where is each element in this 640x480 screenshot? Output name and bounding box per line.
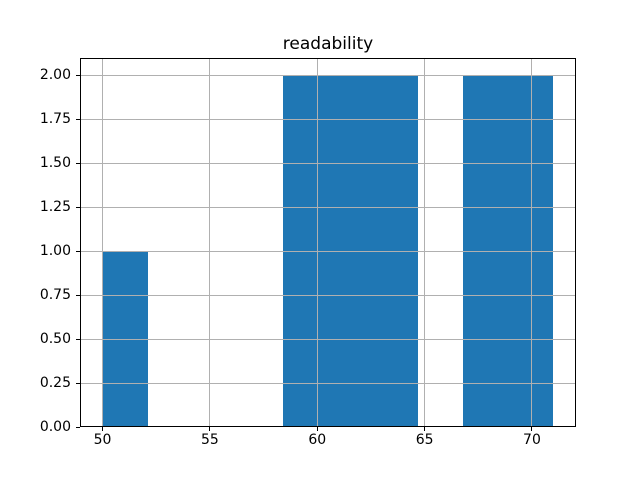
x-tick-label: 65 [415, 432, 434, 449]
y-tick-label: 0.25 [39, 374, 71, 391]
y-tick-mark [76, 426, 80, 428]
y-gridline [80, 206, 576, 208]
y-tick-mark [76, 294, 80, 296]
x-tick-mark [102, 427, 104, 432]
x-tick-label: 60 [308, 432, 327, 449]
y-gridline [80, 382, 576, 384]
y-tick-label: 1.75 [39, 110, 71, 127]
y-gridline [80, 118, 576, 120]
x-tick-mark [209, 427, 211, 432]
y-tick-mark [76, 74, 80, 76]
y-gridline [80, 338, 576, 340]
x-gridline [316, 57, 318, 428]
y-gridline [80, 162, 576, 164]
y-tick-label: 2.00 [39, 66, 71, 83]
x-tick-label: 55 [200, 432, 219, 449]
y-gridline [80, 294, 576, 296]
x-gridline [531, 57, 533, 428]
y-tick-label: 1.00 [39, 242, 71, 259]
x-tick-mark [316, 427, 318, 432]
x-tick-mark [424, 427, 426, 432]
chart-title: readability [282, 34, 374, 54]
y-gridline [80, 250, 576, 252]
x-tick-label: 50 [93, 432, 112, 449]
y-gridline [80, 74, 576, 76]
x-tick-mark [531, 427, 533, 432]
y-tick-mark [76, 250, 80, 252]
x-tick-label: 70 [523, 432, 541, 449]
y-tick-label: 1.50 [39, 154, 71, 171]
y-tick-label: 0.00 [39, 418, 71, 435]
y-tick-mark [76, 118, 80, 120]
y-tick-label: 0.75 [39, 286, 71, 303]
x-gridline [209, 57, 211, 428]
y-tick-label: 0.50 [39, 330, 71, 347]
y-tick-mark [76, 382, 80, 384]
x-gridline [424, 57, 426, 428]
x-gridline [102, 57, 104, 428]
y-tick-label: 1.25 [39, 198, 71, 215]
y-tick-mark [76, 162, 80, 164]
y-tick-mark [76, 338, 80, 340]
y-tick-mark [76, 206, 80, 208]
